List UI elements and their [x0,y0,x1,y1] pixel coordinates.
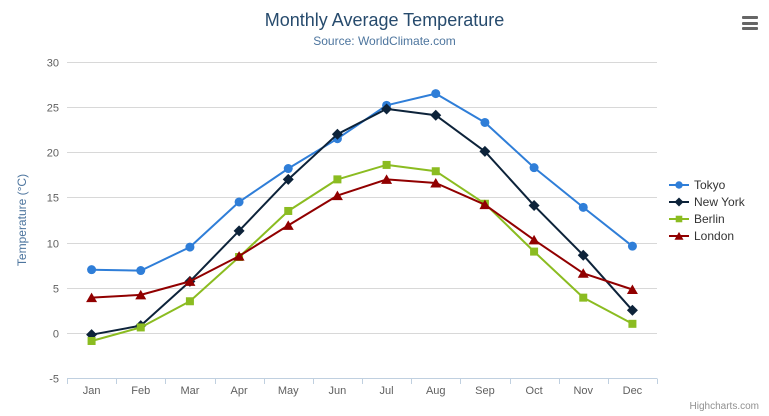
data-point-london[interactable] [282,220,294,230]
x-axis-tick-label: Apr [231,385,248,397]
data-point-new-york[interactable] [430,109,442,121]
data-point-tokyo[interactable] [87,265,97,275]
data-point-tokyo[interactable] [283,164,293,174]
x-axis-tick-label: Oct [526,385,543,397]
data-point-london[interactable] [479,199,491,210]
x-axis-tick-label: Jul [380,385,394,397]
data-point-tokyo[interactable] [431,89,441,99]
chart-subtitle: Source: WorldClimate.com [313,34,456,48]
x-axis-tick-label: Feb [131,385,150,397]
diamond-marker-icon [669,196,689,207]
legend-item-new-york[interactable]: New York [669,193,745,210]
legend-label: Berlin [694,211,725,226]
legend: Tokyo New York Berlin London [669,176,745,244]
data-point-berlin[interactable] [431,167,440,176]
data-point-london[interactable] [381,174,393,184]
data-point-tokyo[interactable] [480,117,490,127]
data-point-berlin[interactable] [628,319,637,328]
hamburger-icon [742,21,758,25]
hamburger-icon [742,16,758,19]
circle-marker-icon [669,180,689,189]
triangle-marker-icon [669,231,689,240]
y-axis-tick-label: 25 [47,103,59,115]
series-line-berlin [90,163,634,342]
y-axis-tick-label: 15 [47,193,59,205]
data-point-new-york[interactable] [577,249,589,261]
x-axis-tick-label: Jun [329,385,347,397]
data-point-tokyo[interactable] [529,163,539,173]
series-line-new-york [90,107,634,336]
export-menu-button[interactable] [742,16,758,30]
hamburger-icon [742,27,758,30]
data-point-new-york[interactable] [233,225,245,237]
y-axis-tick-label: 5 [53,284,59,296]
legend-label: Tokyo [694,177,726,192]
data-point-tokyo[interactable] [627,241,637,251]
data-point-london[interactable] [577,268,589,278]
data-point-tokyo[interactable] [578,202,588,212]
x-axis-tick-label: Mar [180,385,199,397]
y-axis-tick-label: 10 [47,239,59,251]
data-point-new-york[interactable] [381,103,393,115]
data-point-berlin[interactable] [185,297,194,306]
x-axis-tick-label: Jan [83,385,101,397]
legend-label: New York [694,194,745,209]
y-axis-title: Temperature (°C) [15,174,29,266]
data-point-berlin[interactable] [530,247,539,256]
data-point-new-york[interactable] [528,200,540,212]
credits-link[interactable]: Highcharts.com [689,401,759,412]
data-point-london[interactable] [626,284,638,295]
chart-title: Monthly Average Temperature [264,10,505,30]
data-point-tokyo[interactable] [136,266,146,276]
data-point-new-york[interactable] [479,145,491,157]
square-marker-icon [669,215,689,222]
x-axis-tick-label: May [278,385,299,397]
legend-item-berlin[interactable]: Berlin [669,210,745,227]
data-point-london[interactable] [528,234,540,245]
data-point-berlin[interactable] [382,160,391,169]
data-point-berlin[interactable] [284,206,293,215]
legend-label: London [694,228,735,243]
series-line-tokyo [90,92,634,272]
legend-item-london[interactable]: London [669,227,745,244]
data-point-london[interactable] [233,251,245,261]
y-axis-tick-label: 30 [47,58,59,70]
y-axis-tick-label: -5 [49,374,59,386]
x-axis-tick-label: Dec [623,385,643,397]
y-axis-tick-label: 20 [47,148,59,160]
series-line-london [90,178,634,299]
x-axis-tick-label: Sep [475,385,495,397]
data-point-london[interactable] [184,276,196,286]
data-point-london[interactable] [135,289,147,300]
data-point-london[interactable] [430,177,442,188]
x-axis-tick-label: Nov [573,385,593,397]
data-point-new-york[interactable] [282,173,294,185]
data-point-berlin[interactable] [579,293,588,302]
data-point-berlin[interactable] [136,323,145,332]
data-point-london[interactable] [86,292,98,303]
data-point-london[interactable] [331,190,343,201]
data-point-berlin[interactable] [333,175,342,184]
data-point-tokyo[interactable] [234,197,244,207]
data-point-berlin[interactable] [87,336,96,345]
y-axis-tick-label: 0 [53,329,59,341]
data-point-tokyo[interactable] [185,242,195,252]
x-axis-tick-label: Aug [426,385,446,397]
data-point-new-york[interactable] [331,128,343,140]
data-point-new-york[interactable] [626,304,638,316]
legend-item-tokyo[interactable]: Tokyo [669,176,745,193]
